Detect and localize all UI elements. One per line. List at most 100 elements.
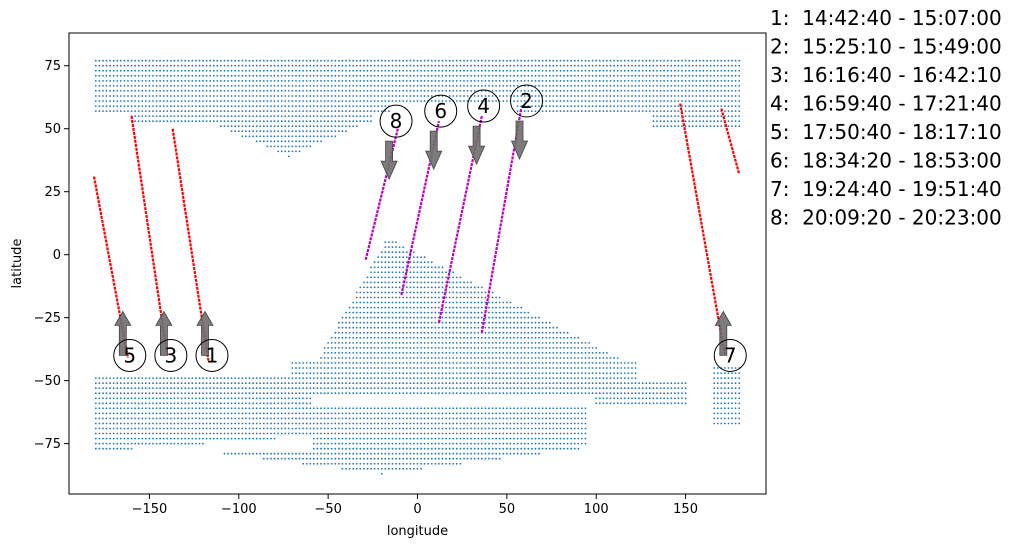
coverage-dot xyxy=(423,85,426,87)
coverage-dot xyxy=(302,427,304,430)
coverage-dot xyxy=(384,347,387,349)
coverage-dot xyxy=(613,90,615,92)
coverage-dot xyxy=(513,306,515,309)
coverage-dot xyxy=(606,377,608,379)
coverage-dot xyxy=(370,286,372,289)
coverage-dot xyxy=(491,306,494,309)
coverage-dot xyxy=(366,110,369,112)
coverage-dot xyxy=(495,347,497,349)
coverage-dot xyxy=(377,306,380,309)
coverage-dot xyxy=(516,110,519,112)
coverage-dot xyxy=(388,432,390,435)
coverage-dot xyxy=(195,115,197,117)
coverage-dot xyxy=(291,397,294,400)
coverage-dot xyxy=(724,402,726,405)
coverage-dot xyxy=(355,382,358,385)
coverage-dot xyxy=(538,367,540,369)
coverage-dot xyxy=(334,462,337,465)
coverage-dot xyxy=(291,145,294,148)
coverage-dot xyxy=(377,85,380,87)
coverage-dot xyxy=(380,100,383,102)
coverage-dot xyxy=(531,412,533,415)
coverage-dot xyxy=(284,115,287,117)
coverage-dot xyxy=(373,382,376,385)
coverage-dot xyxy=(212,392,215,395)
coverage-dot xyxy=(137,387,140,390)
coverage-dot xyxy=(506,447,508,450)
coverage-dot xyxy=(559,367,562,369)
coverage-dot xyxy=(584,412,587,415)
coverage-dot xyxy=(298,105,301,107)
coverage-dot xyxy=(195,407,197,410)
coverage-dot xyxy=(720,105,723,107)
coverage-dot xyxy=(348,321,351,324)
coverage-dot xyxy=(191,105,194,107)
coverage-dot xyxy=(581,407,583,410)
coverage-dot xyxy=(534,352,537,354)
coverage-dot xyxy=(409,372,412,374)
coverage-dot xyxy=(373,266,376,269)
coverage-dot xyxy=(634,392,637,395)
coverage-dot xyxy=(709,120,712,123)
coverage-dot xyxy=(548,110,551,112)
coverage-dot xyxy=(427,261,430,264)
coverage-dot xyxy=(659,85,662,87)
coverage-dot xyxy=(663,105,665,107)
coverage-dot xyxy=(291,432,294,435)
coverage-dot xyxy=(513,412,515,415)
coverage-dot xyxy=(634,377,637,379)
coverage-dot xyxy=(148,85,151,87)
coverage-dot xyxy=(380,437,383,440)
coverage-dot xyxy=(541,90,544,92)
coverage-dot xyxy=(473,85,476,87)
coverage-dot xyxy=(348,442,351,445)
coverage-dot xyxy=(470,291,472,294)
coverage-dot xyxy=(227,95,230,97)
coverage-dot xyxy=(284,125,287,128)
coverage-dot xyxy=(588,367,590,369)
coverage-dot xyxy=(170,90,172,92)
coverage-dot xyxy=(445,352,447,354)
coverage-dot xyxy=(295,397,297,400)
coverage-dot xyxy=(491,347,494,349)
coverage-dot xyxy=(455,95,458,97)
coverage-dot xyxy=(327,367,329,369)
coverage-dot xyxy=(398,291,401,294)
coverage-dot xyxy=(452,342,455,344)
coverage-dot xyxy=(602,85,605,87)
coverage-dot xyxy=(627,362,630,364)
coverage-dot xyxy=(602,367,605,369)
coverage-dot xyxy=(134,417,137,420)
coverage-dot xyxy=(716,407,719,410)
coverage-dot xyxy=(577,95,580,97)
coverage-dot xyxy=(506,432,508,435)
coverage-dot xyxy=(373,301,376,304)
coverage-dot xyxy=(202,85,204,87)
coverage-dot xyxy=(105,407,108,410)
coverage-dot xyxy=(398,301,401,304)
coverage-dot xyxy=(595,100,598,102)
coverage-dot xyxy=(413,357,415,359)
coverage-dot xyxy=(255,140,258,143)
coverage-dot xyxy=(220,90,222,92)
coverage-dot xyxy=(488,95,490,97)
coverage-dot xyxy=(363,412,365,415)
coverage-dot xyxy=(366,311,369,314)
coverage-dot xyxy=(409,331,412,334)
coverage-dot xyxy=(391,95,394,97)
coverage-dot xyxy=(434,301,437,304)
coverage-dot xyxy=(409,367,412,369)
coverage-dot xyxy=(509,331,512,334)
coverage-dot xyxy=(277,412,279,415)
coverage-dot xyxy=(377,392,380,395)
coverage-dot xyxy=(413,362,415,364)
coverage-dot xyxy=(330,95,333,97)
coverage-dot xyxy=(438,387,440,390)
coverage-dot xyxy=(352,311,355,314)
coverage-dot xyxy=(116,100,119,102)
coverage-dot xyxy=(359,382,362,385)
coverage-dot xyxy=(631,362,633,364)
coverage-dot xyxy=(502,362,505,364)
coverage-dot xyxy=(463,331,465,334)
coverage-dot xyxy=(252,452,255,455)
